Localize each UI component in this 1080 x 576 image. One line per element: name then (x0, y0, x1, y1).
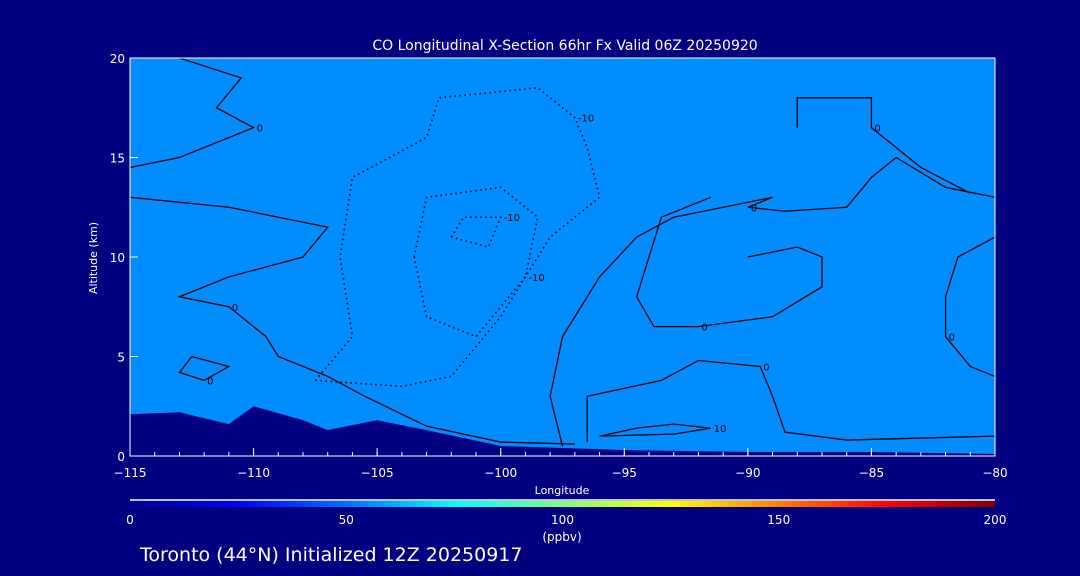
contour-label: 0 (257, 124, 263, 135)
field-region (130, 58, 995, 456)
colorbar-tick-label: 150 (767, 513, 790, 527)
contour-label: -10 (528, 273, 544, 284)
x-tick-label: −110 (237, 466, 270, 480)
y-axis-label: Altitude (km) (87, 222, 100, 294)
contour-label: -10 (578, 114, 594, 125)
contour-line-0 (635, 196, 823, 328)
contour-line-0 (130, 196, 575, 445)
contours: 0 0 0 0 0 0 0 0 10 -10 -10 -10 (130, 58, 995, 447)
y-tick-label: 0 (117, 450, 125, 464)
x-tick-label: −85 (859, 466, 884, 480)
contour-label: 10 (714, 424, 727, 435)
y-tick-label: 5 (117, 351, 125, 365)
contour-line-0 (796, 97, 971, 194)
contour-line-0 (549, 156, 995, 447)
colorbar-units: (ppbv) (542, 530, 581, 544)
x-axis-label: Longitude (535, 484, 590, 497)
contour-label: -10 (504, 213, 520, 224)
contour-label: 0 (751, 203, 757, 214)
y-tick-label: 20 (110, 52, 125, 66)
x-tick-label: −80 (982, 466, 1007, 480)
x-tick-label: −100 (484, 466, 517, 480)
colorbar-tick-label: 0 (126, 513, 134, 527)
x-tick-label: −95 (612, 466, 637, 480)
contour-line-0 (130, 58, 256, 169)
contour-label: 0 (207, 376, 213, 387)
x-tick-label: −105 (361, 466, 394, 480)
colorbar (130, 501, 995, 507)
chart-title: CO Longitudinal X-Section 66hr Fx Valid … (372, 38, 757, 54)
contour-line--10 (314, 87, 601, 388)
y-tick-label: 15 (110, 152, 125, 166)
contour-label: 0 (232, 303, 238, 314)
colorbar-tick-label: 200 (984, 513, 1007, 527)
axes: −115 −110 −105 −100 −95 −90 −85 −80 0 5 10 15 20 (110, 52, 1008, 480)
x-tick-label: −115 (114, 466, 147, 480)
contour-line-10 (599, 423, 711, 437)
contour-line--10 (450, 216, 502, 249)
contour-line-0 (944, 236, 995, 378)
contour-label: 0 (701, 323, 707, 334)
footer-caption: Toronto (44°N) Initialized 12Z 20250917 (139, 544, 523, 566)
colorbar-tick-label: 100 (551, 513, 574, 527)
y-tick-label: 10 (110, 251, 125, 265)
contour-line--10 (413, 186, 539, 338)
colorbar-tick-label: 50 (339, 513, 354, 527)
terrain (130, 406, 995, 456)
x-tick-label: −90 (735, 466, 760, 480)
contour-line-0 (586, 359, 995, 443)
colorbar-ticks: 0 50 100 150 200 (126, 513, 1006, 527)
contour-label: 0 (874, 124, 880, 135)
contour-line-0 (178, 355, 231, 382)
contour-label: 0 (763, 362, 769, 373)
contour-label: 0 (949, 333, 955, 344)
